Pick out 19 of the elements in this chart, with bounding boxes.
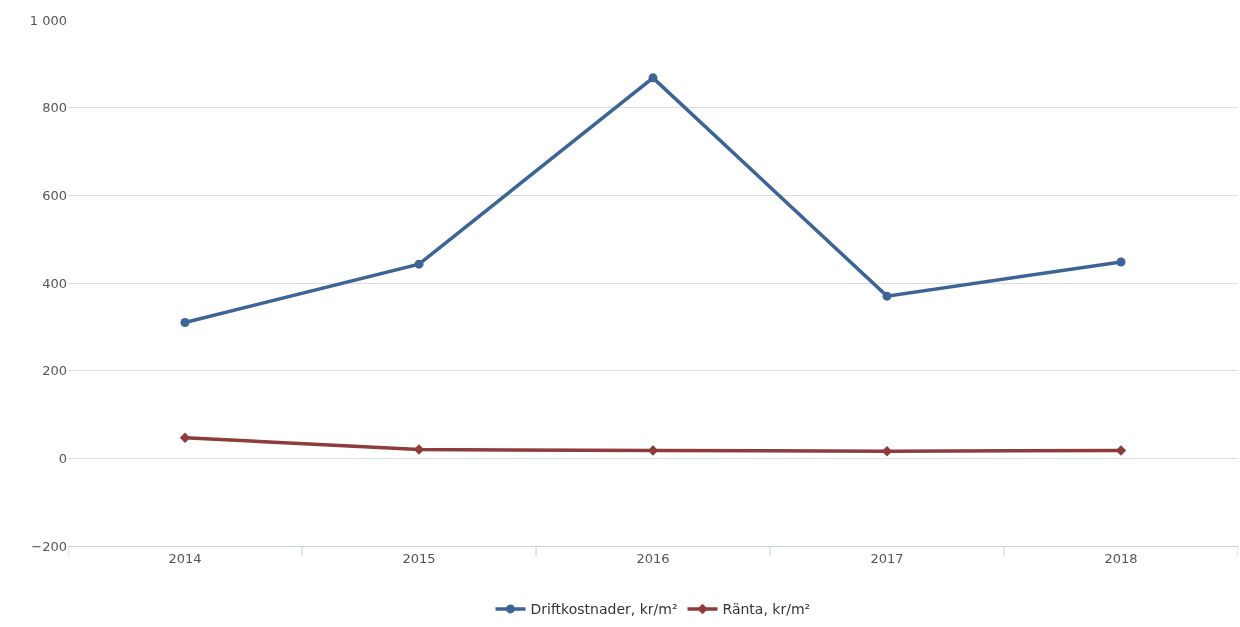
y-tick-label: 0 [58, 450, 67, 466]
y-tick-label: 400 [42, 275, 67, 291]
x-tick-label: 2017 [870, 550, 904, 566]
y-tick-label: 1 000 [29, 12, 67, 28]
point [180, 317, 190, 327]
point [648, 73, 658, 83]
legend-label: Ränta, kr/m² [722, 601, 811, 618]
legend-label: Driftkostnader, kr/m² [530, 601, 678, 618]
point [414, 259, 424, 269]
x-tick-label: 2018 [1104, 550, 1138, 566]
y-tick-label: 600 [42, 187, 67, 203]
point [1116, 257, 1126, 267]
point [882, 291, 892, 301]
x-tick-label: 2016 [636, 550, 670, 566]
y-tick-label: −200 [31, 538, 67, 554]
x-tick-label: 2014 [168, 550, 202, 566]
y-tick-label: 800 [42, 100, 67, 116]
y-tick-label: 200 [42, 363, 67, 379]
x-tick-label: 2015 [402, 550, 436, 566]
